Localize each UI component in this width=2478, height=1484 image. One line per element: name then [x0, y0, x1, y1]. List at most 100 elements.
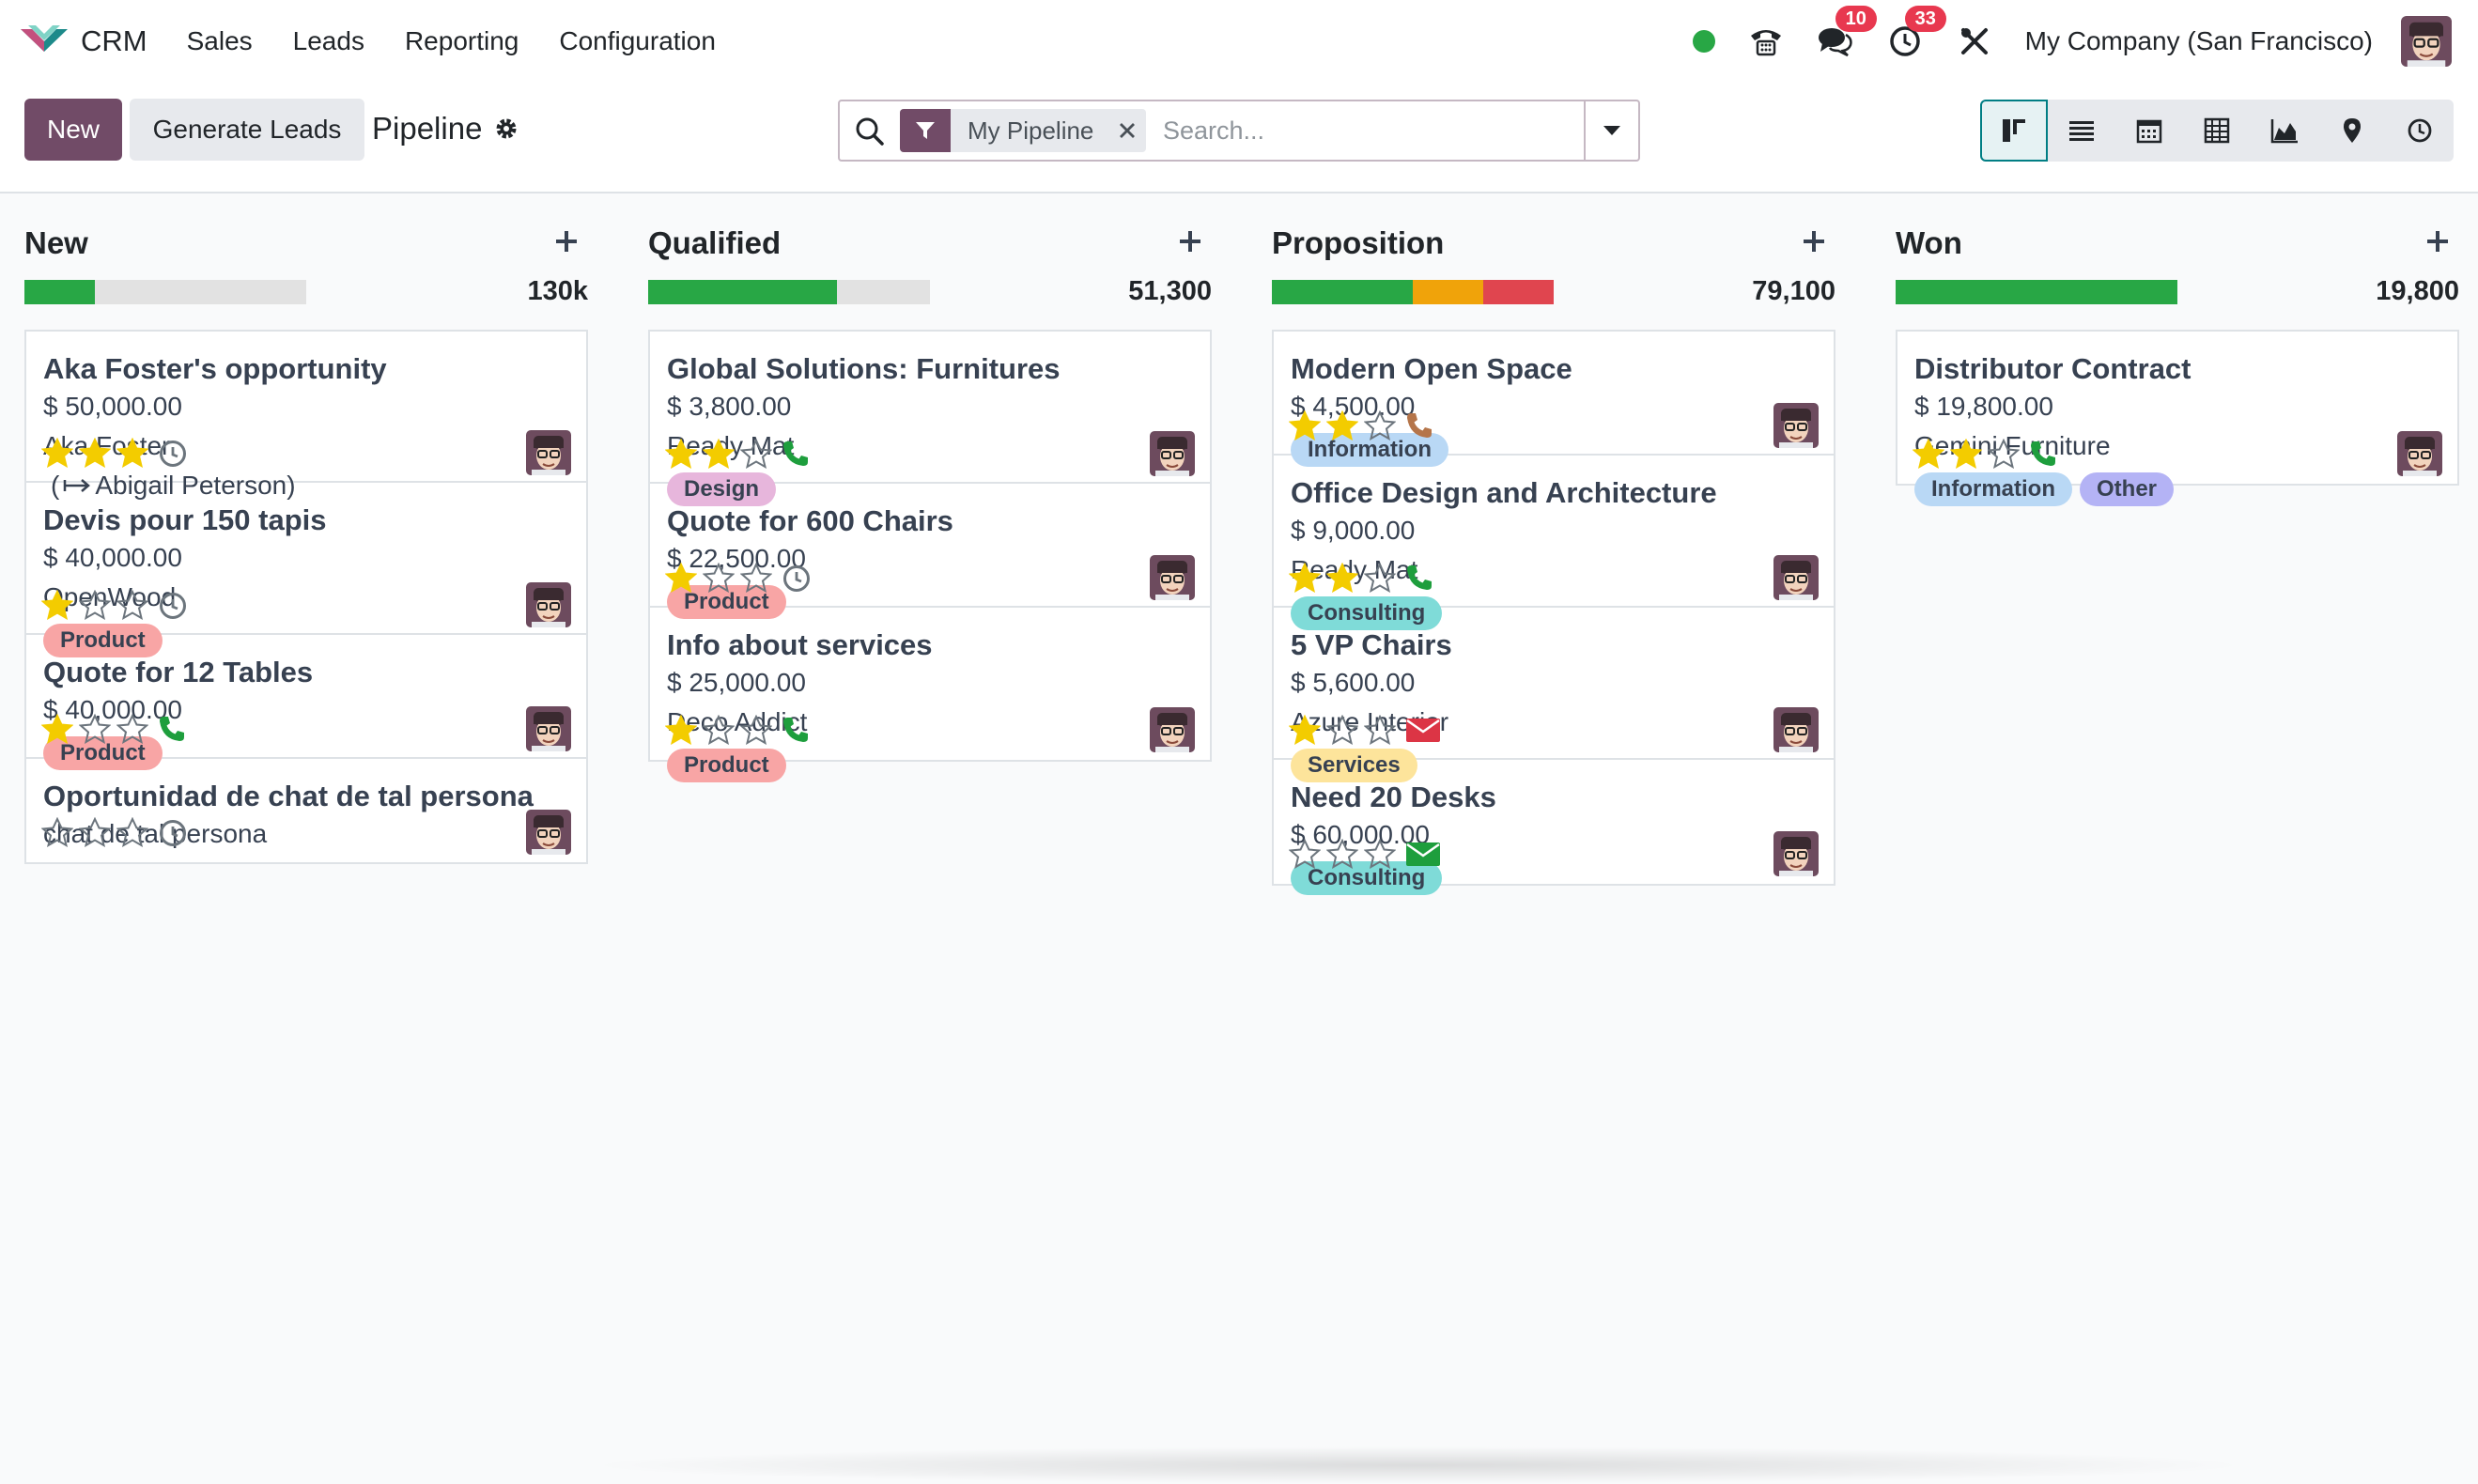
progress-segment-red[interactable]	[1483, 280, 1554, 304]
phone-icon[interactable]	[1405, 411, 1433, 440]
column-title[interactable]: Proposition	[1272, 225, 1445, 260]
tag-badge[interactable]: Consulting	[1291, 861, 1443, 895]
star-icon[interactable]	[1913, 439, 1944, 469]
star-icon[interactable]	[1289, 563, 1321, 593]
menu-leads[interactable]: Leads	[292, 26, 364, 55]
activity-indicator[interactable]	[158, 591, 188, 626]
star-icon[interactable]	[1950, 439, 1982, 469]
progress-segment-green[interactable]	[24, 280, 95, 304]
column-progress-bar[interactable]	[1896, 280, 2177, 304]
star-icon[interactable]	[703, 715, 735, 745]
search-options-toggle[interactable]	[1584, 101, 1638, 160]
tag-badge[interactable]: Product	[667, 585, 786, 619]
search-icon[interactable]	[855, 116, 885, 147]
view-list-button[interactable]	[2048, 100, 2115, 162]
column-progress-bar[interactable]	[24, 280, 306, 304]
gear-icon[interactable]	[494, 116, 519, 141]
crm-logo-icon[interactable]	[19, 22, 70, 61]
star-icon[interactable]	[116, 590, 148, 620]
phone-icon[interactable]	[158, 715, 186, 743]
star-icon[interactable]	[41, 590, 73, 620]
activity-clock-icon[interactable]	[158, 439, 188, 469]
activity-indicator[interactable]	[1405, 840, 1441, 873]
star-icon[interactable]	[1364, 410, 1396, 441]
activity-indicator[interactable]	[2029, 440, 2057, 472]
priority-stars[interactable]	[41, 714, 148, 744]
opportunity-card[interactable]: Devis pour 150 tapis $ 40,000.00 OpenWood P…	[26, 483, 586, 657]
generate-leads-button[interactable]: Generate Leads	[130, 99, 364, 161]
star-icon[interactable]	[1364, 715, 1396, 745]
star-icon[interactable]	[1988, 439, 2020, 469]
opportunity-card[interactable]: Quote for 12 Tables $ 40,000.00 Product	[26, 635, 586, 770]
opportunity-card[interactable]: Info about services $ 25,000.00 Deco Addic…	[650, 608, 1210, 782]
debug-tools-icon[interactable]	[1956, 23, 1993, 60]
user-avatar[interactable]	[2401, 16, 2452, 67]
tag-badge[interactable]: Information	[1291, 433, 1448, 467]
star-icon[interactable]	[79, 438, 111, 468]
salesperson-avatar[interactable]	[1150, 555, 1195, 600]
progress-segment-green[interactable]	[1896, 280, 2177, 304]
quick-create-plus-icon[interactable]	[1178, 229, 1202, 254]
star-icon[interactable]	[79, 817, 111, 847]
star-icon[interactable]	[740, 715, 772, 745]
priority-stars[interactable]	[1289, 563, 1396, 593]
voip-phone-icon[interactable]	[1747, 23, 1785, 60]
view-calendar-button[interactable]	[2115, 100, 2183, 162]
priority-stars[interactable]	[41, 590, 148, 620]
phone-icon[interactable]	[782, 716, 810, 744]
salesperson-avatar[interactable]	[526, 810, 571, 855]
activities-clock-icon[interactable]: 33	[1886, 6, 1946, 60]
salesperson-avatar[interactable]	[1773, 555, 1819, 600]
activity-indicator[interactable]	[158, 818, 188, 853]
salesperson-avatar[interactable]	[1150, 707, 1195, 752]
search-input[interactable]	[1163, 111, 1557, 150]
salesperson-avatar[interactable]	[1773, 707, 1819, 752]
star-icon[interactable]	[665, 563, 697, 593]
salesperson-avatar[interactable]	[526, 706, 571, 751]
app-name[interactable]: CRM	[81, 24, 147, 57]
opportunity-card[interactable]: Distributor Contract $ 19,800.00 Gemini Fu…	[1897, 332, 2457, 506]
view-kanban-button[interactable]	[1980, 100, 2048, 162]
view-map-button[interactable]	[2318, 100, 2386, 162]
tag-badge[interactable]: Information	[1914, 472, 2072, 506]
priority-stars[interactable]	[665, 715, 772, 745]
phone-icon[interactable]	[2029, 440, 2057, 468]
column-progress-bar[interactable]	[1272, 280, 1554, 304]
star-icon[interactable]	[116, 438, 148, 468]
star-icon[interactable]	[703, 439, 735, 469]
tag-badge[interactable]: Product	[43, 624, 163, 657]
opportunity-card[interactable]: Modern Open Space $ 4,500.00 Information	[1274, 332, 1834, 467]
activity-indicator[interactable]	[158, 715, 186, 748]
opportunity-card[interactable]: Quote for 600 Chairs $ 22,500.00 Product	[650, 484, 1210, 619]
quick-create-plus-icon[interactable]	[1802, 229, 1826, 254]
activity-clock-icon[interactable]	[158, 818, 188, 848]
menu-configuration[interactable]: Configuration	[559, 26, 716, 55]
priority-stars[interactable]	[665, 439, 772, 469]
priority-stars[interactable]	[41, 817, 148, 847]
tag-badge[interactable]: Services	[1291, 749, 1417, 782]
salesperson-avatar[interactable]	[1773, 403, 1819, 448]
envelope-icon[interactable]	[1405, 840, 1441, 868]
priority-stars[interactable]	[1289, 715, 1396, 745]
priority-stars[interactable]	[665, 563, 772, 593]
activity-indicator[interactable]	[782, 716, 810, 749]
star-icon[interactable]	[703, 563, 735, 593]
star-icon[interactable]	[740, 563, 772, 593]
view-activity-button[interactable]	[2386, 100, 2454, 162]
presence-status-icon[interactable]	[1692, 30, 1715, 53]
progress-segment-green[interactable]	[1272, 280, 1413, 304]
progress-segment-orange[interactable]	[1413, 280, 1483, 304]
star-icon[interactable]	[41, 817, 73, 847]
star-icon[interactable]	[79, 590, 111, 620]
column-progress-bar[interactable]	[648, 280, 930, 304]
view-pivot-button[interactable]	[2183, 100, 2251, 162]
opportunity-card[interactable]: Need 20 Desks $ 60,000.00 Consulting	[1274, 760, 1834, 895]
salesperson-avatar[interactable]	[1150, 431, 1195, 476]
salesperson-avatar[interactable]	[2397, 431, 2442, 476]
progress-segment-green[interactable]	[648, 280, 837, 304]
activity-indicator[interactable]	[1405, 564, 1433, 596]
star-icon[interactable]	[1364, 839, 1396, 869]
tag-badge[interactable]: Other	[2080, 472, 2175, 506]
priority-stars[interactable]	[1289, 410, 1396, 441]
opportunity-card[interactable]: Aka Foster's opportunity $ 50,000.00 Aka F…	[26, 332, 586, 500]
